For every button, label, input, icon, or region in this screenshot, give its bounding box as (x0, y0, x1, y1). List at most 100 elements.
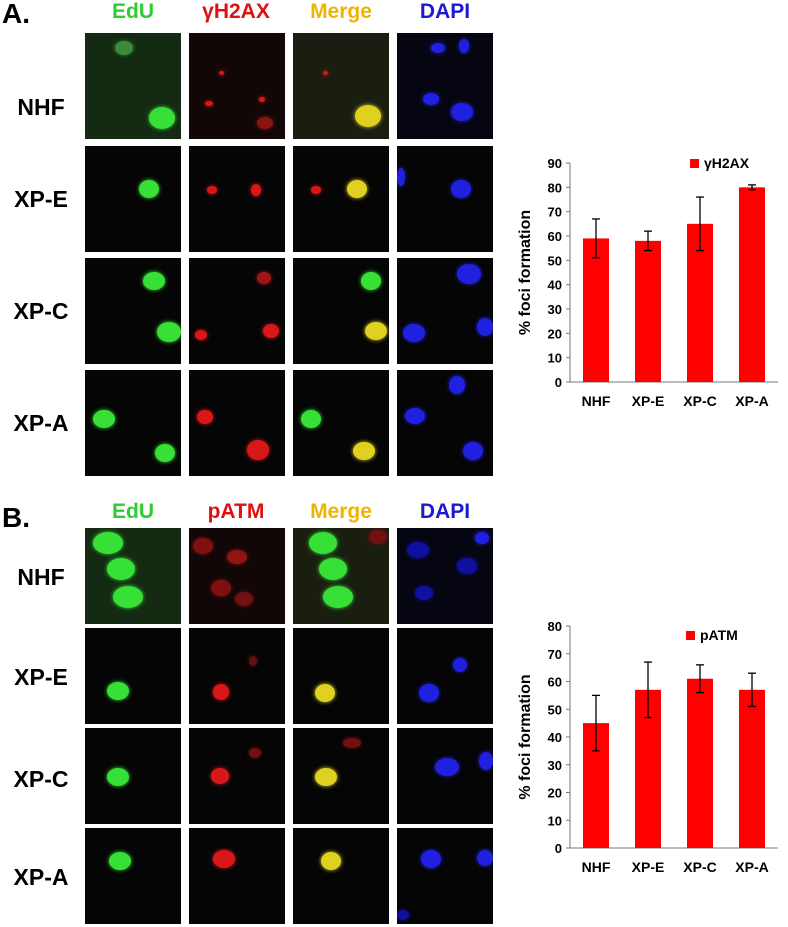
panel-a-col-marker: γH2AX (202, 0, 270, 23)
panel-a-chart-y-tick-label: 0 (555, 375, 562, 390)
nucleus-spot (213, 684, 229, 700)
panel-b-chart-x-tick-label-xp-c: XP-C (683, 859, 716, 875)
nucleus-spot (355, 105, 381, 127)
panel-b-chart-bar-xp-c (687, 678, 713, 848)
panel-b-tile-nhf-merge (293, 528, 389, 624)
nucleus-spot (453, 658, 467, 672)
nucleus-spot (347, 180, 367, 198)
nucleus-spot (193, 538, 213, 554)
nucleus-spot (459, 39, 469, 53)
panel-b-chart-y-tick-label: 40 (548, 730, 562, 745)
nucleus-spot (477, 850, 493, 866)
panel-b-tile-xpa-marker (189, 828, 285, 924)
nucleus-spot (155, 444, 175, 462)
panel-b-chart-y-tick-label: 80 (548, 619, 562, 634)
panel-b-tile-xpe-marker (189, 628, 285, 724)
panel-b-tile-xpc-dapi (397, 728, 493, 824)
nucleus-spot (419, 684, 439, 702)
panel-a-col-edu: EdU (112, 0, 154, 23)
panel-a-row-xpa: XP-A (13, 410, 69, 436)
panel-a-tile-nhf-merge (293, 33, 389, 139)
nucleus-spot (149, 107, 175, 129)
panel-b-tile-xpa-dapi (397, 828, 493, 924)
nucleus-spot (415, 586, 433, 600)
panel-b-chart-y-tick-label: 30 (548, 758, 562, 773)
panel-a-chart-y-tick-label: 30 (548, 302, 562, 317)
panel-b-tile-xpc-marker (189, 728, 285, 824)
nucleus-spot (143, 272, 165, 290)
panel-b-row-xpa: XP-A (13, 864, 69, 890)
panel-a-chart-y-tick-label: 80 (548, 180, 562, 195)
nucleus-spot (315, 768, 337, 786)
panel-b-chart-x-tick-label-xp-a: XP-A (735, 859, 768, 875)
nucleus-spot (369, 530, 387, 544)
nucleus-spot (109, 852, 131, 870)
panel-a-chart-y-tick-label: 70 (548, 205, 562, 220)
panel-b-tile-xpa-merge (293, 828, 389, 924)
nucleus-spot (457, 558, 477, 574)
panel-b-chart-y-tick-label: 60 (548, 675, 562, 690)
nucleus-spot (113, 586, 143, 608)
panel-b-chart-y-tick-label: 50 (548, 702, 562, 717)
nucleus-spot (257, 272, 271, 284)
nucleus-spot (421, 850, 441, 868)
panel-b-chart-y-tick-label: 0 (555, 841, 562, 856)
panel-a-tile-nhf-edu (85, 33, 181, 139)
nucleus-spot (451, 180, 471, 198)
panel-a-chart-y-axis-label: % foci formation (517, 210, 534, 335)
panel-a-chart-legend-label: γH2AX (704, 155, 750, 171)
panel-b-col-edu: EdU (112, 500, 154, 523)
nucleus-spot (235, 592, 253, 606)
panel-a-chart-y-tick-label: 40 (548, 278, 562, 293)
panel-a-chart-y-tick-label: 50 (548, 253, 562, 268)
panel-a-tile-xpa-dapi (397, 370, 493, 476)
nucleus-spot (435, 758, 459, 776)
panel-a-col-dapi: DAPI (419, 0, 471, 23)
nucleus-spot (249, 656, 257, 666)
panel-a-chart-y-tick-label: 60 (548, 229, 562, 244)
nucleus-spot (319, 558, 347, 580)
nucleus-spot (211, 580, 231, 596)
panel-b-tile-xpc-merge (293, 728, 389, 824)
nucleus-spot (213, 850, 235, 868)
panel-a-chart-bar-nhf (583, 238, 609, 382)
nucleus-spot (431, 43, 445, 53)
panel-b-row-nhf: NHF (17, 564, 65, 590)
nucleus-spot (451, 103, 473, 121)
panel-a-chart-bar-xp-a (739, 187, 765, 382)
panel-a-chart-x-tick-label-xp-e: XP-E (632, 393, 665, 409)
nucleus-spot (259, 97, 265, 102)
panel-a-chart-x-tick-label-nhf: NHF (582, 393, 611, 409)
panel-b-chart-y-axis-label: % foci formation (517, 674, 534, 799)
panel-a-tile-xpc-dapi (397, 258, 493, 364)
panel-a-letter: A. (2, 0, 30, 29)
panel-a-tile-xpa-edu (85, 370, 181, 476)
nucleus-spot (93, 410, 115, 428)
panel-a-tile-xpe-marker (189, 146, 285, 252)
panel-a-chart-x-tick-label-xp-c: XP-C (683, 393, 716, 409)
nucleus-spot (479, 752, 493, 770)
nucleus-spot (195, 330, 207, 340)
nucleus-spot (227, 550, 247, 564)
panel-a-chart-y-tick-label: 90 (548, 156, 562, 171)
nucleus-spot (397, 910, 409, 920)
panel-b-tile-xpe-dapi (397, 628, 493, 724)
panel-a-chart-legend-swatch (690, 159, 699, 168)
panel-b-letter: B. (2, 502, 30, 533)
nucleus-spot (309, 532, 337, 554)
panel-b-chart-legend-label: pATM (700, 627, 738, 643)
nucleus-spot (315, 684, 335, 702)
nucleus-spot (211, 768, 229, 784)
panel-b-chart-y-tick-label: 10 (548, 813, 562, 828)
nucleus-spot (247, 440, 269, 460)
panel-b-row-xpc: XP-C (13, 766, 69, 792)
panel-b-col-dapi: DAPI (419, 500, 471, 523)
nucleus-spot (423, 93, 439, 105)
nucleus-spot (361, 272, 381, 290)
nucleus-spot (403, 324, 425, 342)
nucleus-spot (139, 180, 159, 198)
panel-a-tile-xpa-marker (189, 370, 285, 476)
panel-a-chart-x-tick-label-xp-a: XP-A (735, 393, 768, 409)
nucleus-spot (197, 410, 213, 424)
panel-a-tile-nhf-marker (189, 33, 285, 139)
